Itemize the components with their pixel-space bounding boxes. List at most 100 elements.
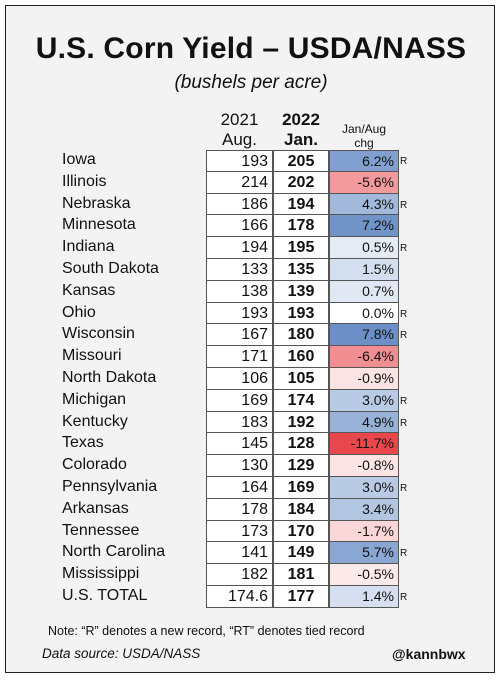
state-name: Wisconsin xyxy=(62,325,135,343)
record-marker: R xyxy=(400,592,408,603)
record-marker: R xyxy=(400,417,408,429)
yield-2022-cell: 205 xyxy=(273,150,329,172)
change-cell: -0.9% xyxy=(329,368,399,390)
change-cell: 3.0% xyxy=(329,389,399,412)
yield-2022-cell: 192 xyxy=(273,411,329,434)
change-cell: -11.7% xyxy=(329,433,399,456)
yield-2021-cell: 214 xyxy=(206,171,273,194)
table-row: Nebraska 186 194 4.3% R xyxy=(0,193,502,216)
yield-2022-cell: 181 xyxy=(273,564,329,586)
change-cell: 4.9% xyxy=(329,411,399,434)
record-marker: R xyxy=(400,330,408,342)
change-cell: -0.8% xyxy=(329,455,399,477)
table-row: Kentucky 183 192 4.9% R xyxy=(0,411,502,434)
state-name: Kentucky xyxy=(62,412,128,430)
yield-2021-cell: 183 xyxy=(206,411,273,434)
table-row: Indiana 194 195 0.5% R xyxy=(0,237,502,259)
state-name: Mississippi xyxy=(62,565,140,583)
change-cell: 3.4% xyxy=(329,498,399,521)
data-source: Data source: USDA/NASS xyxy=(42,646,201,661)
table-row: Pennsylvania 164 169 3.0% R xyxy=(0,477,502,499)
header-chg-line2: chg xyxy=(354,136,374,150)
table-row: Tennessee 173 170 -1.7% xyxy=(0,520,502,543)
change-cell: 1.4% xyxy=(329,586,399,608)
record-marker: R xyxy=(400,395,408,407)
yield-2021-cell: 193 xyxy=(206,302,273,325)
state-name: Pennsylvania xyxy=(62,478,158,495)
change-cell: 1.5% xyxy=(329,259,399,281)
record-marker: R xyxy=(400,199,408,211)
table-row: Texas 145 128 -11.7% xyxy=(0,433,502,456)
yield-2021-cell: 133 xyxy=(206,259,273,281)
state-name: Kansas xyxy=(62,281,116,299)
change-cell: -0.5% xyxy=(329,564,399,586)
state-name: Missouri xyxy=(62,347,122,365)
record-marker: R xyxy=(400,308,408,320)
yield-2021-cell: 178 xyxy=(206,498,273,521)
yield-2021-cell: 194 xyxy=(206,237,273,259)
yield-2022-cell: 149 xyxy=(273,542,329,565)
header-2021-label: Aug. xyxy=(222,130,257,149)
table-row: North Carolina 141 149 5.7% R xyxy=(0,542,502,565)
state-name: U.S. TOTAL xyxy=(62,587,148,604)
yield-2022-cell: 105 xyxy=(273,368,329,390)
yield-2021-cell: 173 xyxy=(206,520,273,543)
yield-2022-cell: 129 xyxy=(273,455,329,477)
yield-2022-cell: 170 xyxy=(273,520,329,543)
state-name: Iowa xyxy=(62,151,96,168)
change-cell: -6.4% xyxy=(329,346,399,368)
yield-2022-cell: 178 xyxy=(273,215,329,238)
yield-2021-cell: 164 xyxy=(206,477,273,499)
table-row: Missouri 171 160 -6.4% xyxy=(0,346,502,368)
yield-2021-cell: 166 xyxy=(206,215,273,238)
header-2022-label: Jan. xyxy=(283,130,319,149)
change-cell: 4.3% xyxy=(329,193,399,216)
yield-2022-cell: 177 xyxy=(273,586,329,608)
table-row: North Dakota 106 105 -0.9% xyxy=(0,368,502,390)
table-row: Michigan 169 174 3.0% R xyxy=(0,389,502,412)
page-title: U.S. Corn Yield – USDA/NASS xyxy=(35,32,467,65)
yield-2022-cell: 193 xyxy=(273,302,329,325)
yield-2021-cell: 141 xyxy=(206,542,273,565)
author-handle: @kannbwx xyxy=(392,646,466,662)
change-cell: 0.5% xyxy=(329,237,399,259)
yield-2021-cell: 169 xyxy=(206,389,273,412)
record-marker: R xyxy=(400,483,408,494)
yield-2022-cell: 139 xyxy=(273,280,329,303)
header-2021-year: 2021 xyxy=(220,110,259,129)
state-name: Tennessee xyxy=(62,521,140,539)
record-marker: R xyxy=(400,548,408,560)
change-cell: -1.7% xyxy=(329,520,399,543)
yield-2022-cell: 184 xyxy=(273,498,329,521)
table-row: Colorado 130 129 -0.8% xyxy=(0,455,502,477)
state-name: Colorado xyxy=(62,456,127,474)
change-cell: 3.0% xyxy=(329,477,399,499)
yield-2021-cell: 138 xyxy=(206,280,273,303)
yield-2021-cell: 106 xyxy=(206,368,273,390)
yield-2022-cell: 194 xyxy=(273,193,329,216)
state-name: Illinois xyxy=(62,172,107,190)
yield-2022-cell: 174 xyxy=(273,389,329,412)
state-name: Indiana xyxy=(62,238,115,256)
change-cell: 6.2% xyxy=(329,150,399,172)
change-cell: 5.7% xyxy=(329,542,399,565)
table-row: Iowa 193 205 6.2% R xyxy=(0,150,502,172)
yield-2022-cell: 202 xyxy=(273,171,329,194)
page-subtitle: (bushels per acre) xyxy=(174,72,328,93)
yield-2021-cell: 186 xyxy=(206,193,273,216)
table-row: Minnesota 166 178 7.2% xyxy=(0,215,502,238)
yield-2021-cell: 174.6 xyxy=(206,586,273,608)
table-row: U.S. TOTAL 174.6 177 1.4% R xyxy=(0,586,502,608)
change-cell: -5.6% xyxy=(329,171,399,194)
yield-2022-cell: 135 xyxy=(273,259,329,281)
record-marker: R xyxy=(400,156,408,167)
state-name: Minnesota xyxy=(62,216,136,234)
table-row: South Dakota 133 135 1.5% xyxy=(0,259,502,281)
header-2022-year: 2022 xyxy=(282,110,320,129)
header-chg-line1: Jan/Aug xyxy=(341,122,387,136)
change-cell: 0.7% xyxy=(329,280,399,303)
yield-2021-cell: 193 xyxy=(206,150,273,172)
table-row: Mississippi 182 181 -0.5% xyxy=(0,564,502,586)
change-cell: 7.8% xyxy=(329,324,399,347)
yield-2022-cell: 128 xyxy=(273,433,329,456)
